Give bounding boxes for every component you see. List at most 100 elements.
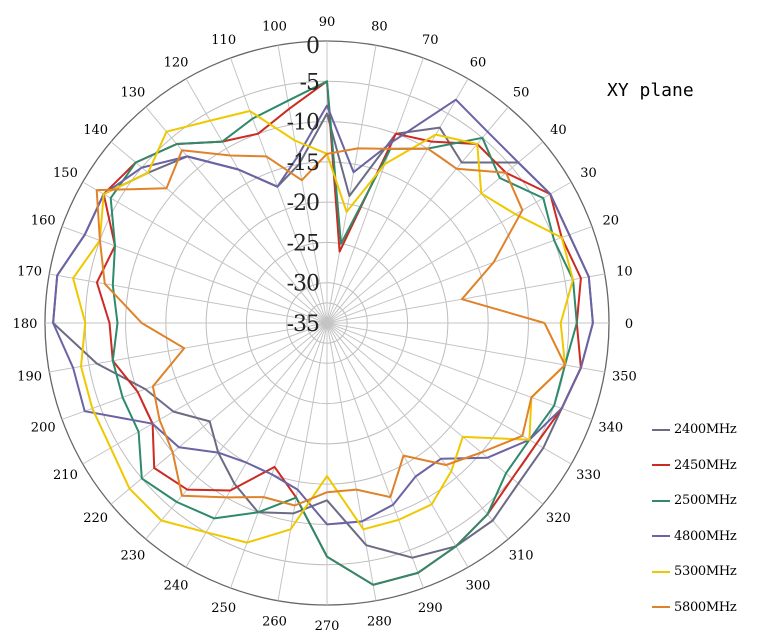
series-line-5800MHz — [95, 147, 566, 507]
angle-tick-label: 20 — [603, 214, 620, 229]
grid-spoke — [326, 78, 469, 324]
grid-spoke — [326, 322, 605, 373]
angle-tick-label: 340 — [598, 420, 623, 435]
grid-spoke — [326, 273, 605, 324]
angle-tick-label: 60 — [470, 55, 487, 70]
radial-tick-label: -20 — [287, 191, 319, 216]
grid-spoke — [110, 141, 328, 324]
grid-spoke — [145, 106, 328, 324]
grid-spoke — [145, 322, 328, 540]
radial-tick-label: 0 — [306, 34, 319, 59]
series-line-5300MHz — [72, 110, 574, 544]
grid-spoke — [49, 322, 328, 373]
grid-spoke — [61, 322, 328, 420]
angle-tick-label: 140 — [83, 123, 108, 138]
angle-tick-label: 230 — [120, 548, 145, 563]
legend-swatch — [652, 428, 670, 431]
angle-tick-label: 10 — [616, 265, 633, 280]
angle-tick-label: 330 — [576, 468, 601, 483]
legend-item: 5800MHz — [652, 590, 737, 626]
legend: 2400MHz 2450MHz 2500MHz 4800MHz 5300MHz 5800M… — [652, 412, 737, 626]
angle-tick-label: 30 — [580, 166, 597, 181]
grid-spoke — [230, 57, 328, 324]
legend-label: 2500MHz — [674, 493, 737, 509]
grid-spoke — [61, 226, 328, 324]
grid-spoke — [277, 322, 328, 601]
series-line-4800MHz — [52, 98, 594, 526]
angle-tick-label: 290 — [418, 601, 443, 616]
radial-tick-label: -25 — [287, 231, 319, 256]
angle-tick-label: 210 — [53, 468, 78, 483]
legend-swatch — [652, 464, 670, 467]
angle-tick-label: 0 — [625, 317, 633, 332]
tick-labels: 0 10 20 30 40 50 60 70 80 90 100 110 120 130 140 150 160… — [13, 15, 637, 634]
legend-item: 2400MHz — [652, 412, 737, 448]
angle-tick-label: 180 — [13, 317, 38, 332]
legend-label: 5300MHz — [674, 564, 737, 580]
angle-tick-label: 100 — [262, 20, 287, 35]
radial-tick-label: -35 — [287, 312, 319, 337]
angle-tick-label: 70 — [422, 33, 439, 48]
angle-tick-label: 240 — [164, 579, 189, 594]
legend-item: 5300MHz — [652, 554, 737, 590]
grid-spoke — [82, 181, 328, 324]
angle-tick-label: 320 — [546, 511, 571, 526]
legend-item: 2450MHz — [652, 448, 737, 484]
radial-tick-label: -30 — [287, 272, 319, 297]
grid-spoke — [326, 322, 377, 601]
angle-tick-label: 170 — [17, 265, 42, 280]
legend-label: 2450MHz — [674, 457, 737, 473]
angle-tick-label: 110 — [211, 33, 236, 48]
grid-spoke — [326, 322, 593, 420]
angle-tick-label: 250 — [211, 601, 236, 616]
grid-spoke — [326, 181, 572, 324]
angle-tick-label: 90 — [319, 15, 336, 30]
angle-tick-label: 350 — [612, 369, 637, 384]
angle-tick-label: 150 — [53, 166, 78, 181]
angle-tick-label: 40 — [550, 123, 567, 138]
angle-tick-label: 120 — [164, 55, 189, 70]
grid-spoke — [326, 322, 424, 589]
angle-tick-label: 190 — [17, 369, 42, 384]
angle-tick-label: 50 — [513, 86, 530, 101]
grid-spoke — [230, 322, 328, 589]
grid-spoke — [185, 78, 328, 324]
angle-tick-label: 270 — [315, 619, 340, 634]
radial-tick-label: -5 — [300, 70, 319, 95]
grid-spoke — [326, 106, 509, 324]
legend-item: 4800MHz — [652, 519, 737, 555]
radial-tick-label: -10 — [287, 111, 319, 136]
grid-spoke — [326, 322, 469, 568]
angle-tick-label: 310 — [509, 548, 534, 563]
grid-spoke — [326, 226, 593, 324]
angle-tick-label: 220 — [83, 511, 108, 526]
angle-tick-label: 280 — [367, 614, 392, 629]
grid-spoke — [326, 322, 509, 540]
legend-label: 4800MHz — [674, 528, 737, 544]
legend-label: 2400MHz — [674, 422, 737, 438]
grid-spoke — [49, 273, 328, 324]
chart-title: XY plane — [607, 80, 694, 101]
legend-label: 5800MHz — [674, 599, 737, 615]
angle-tick-label: 300 — [466, 579, 491, 594]
legend-swatch — [652, 499, 670, 502]
grid-spoke — [82, 322, 328, 465]
grid-spoke — [110, 322, 328, 505]
radial-tick-label: -15 — [287, 151, 319, 176]
grid-spoke — [326, 45, 377, 324]
polar-grid — [44, 40, 610, 606]
legend-swatch — [652, 535, 670, 538]
grid-spoke — [326, 322, 544, 505]
angle-tick-label: 260 — [262, 614, 287, 629]
legend-item: 2500MHz — [652, 483, 737, 519]
series-layer — [52, 80, 594, 586]
grid-spoke — [326, 141, 544, 324]
angle-tick-label: 80 — [371, 20, 388, 35]
angle-tick-label: 130 — [120, 86, 145, 101]
angle-tick-label: 160 — [31, 214, 56, 229]
legend-swatch — [652, 606, 670, 609]
angle-tick-label: 200 — [31, 420, 56, 435]
grid-spoke — [277, 45, 328, 324]
